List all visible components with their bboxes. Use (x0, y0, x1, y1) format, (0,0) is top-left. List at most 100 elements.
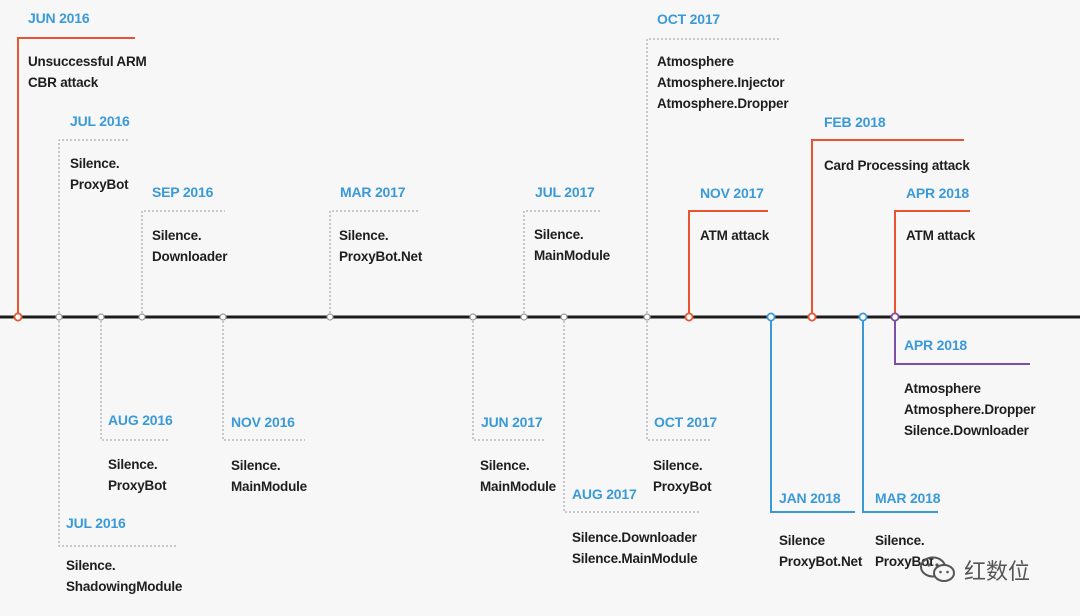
event-connector-nov2017 (688, 210, 768, 317)
event-date-jul2016-bot: JUL 2016 (66, 515, 126, 531)
event-marker-nov2017 (684, 312, 694, 322)
event-line: MainModule (534, 248, 610, 263)
event-marker-aug2016 (97, 313, 105, 321)
event-connector-sep2016 (141, 210, 225, 317)
event-line: Silence.Downloader (572, 530, 697, 545)
event-marker-jun2016 (13, 312, 23, 322)
event-line: Silence. (339, 228, 389, 243)
event-text-jan2018: Silence ProxyBot.Net (779, 530, 862, 572)
event-line: MainModule (480, 479, 556, 494)
event-line: Silence. (108, 457, 158, 472)
event-text-jul2017: Silence. MainModule (534, 224, 610, 266)
event-line: ATM attack (906, 228, 976, 243)
event-line: Silence. (152, 228, 202, 243)
event-date-mar2018: MAR 2018 (875, 490, 941, 506)
event-marker-oct2017-top (643, 313, 651, 321)
event-connector-nov2016 (222, 317, 305, 441)
event-text-mar2018: Silence. ProxyBot (875, 530, 934, 572)
event-connector-apr2018-top (894, 210, 970, 317)
event-date-jan2018: JAN 2018 (779, 490, 841, 506)
event-date-aug2017: AUG 2017 (572, 486, 637, 502)
event-line: ShadowingModule (66, 579, 183, 594)
event-date-jun2016: JUN 2016 (28, 10, 90, 26)
event-line: Unsuccessful ARM (28, 54, 147, 69)
event-connector-oct2017-bot (646, 317, 712, 441)
event-text-sep2016: Silence. Downloader (152, 225, 227, 267)
event-text-apr2018-bot: Atmosphere Atmosphere.Dropper Silence.Down… (904, 378, 1036, 441)
event-connector-mar2017 (329, 210, 418, 317)
event-date-oct2017-top: OCT 2017 (657, 11, 720, 27)
event-text-jun2016: Unsuccessful ARM CBR attack (28, 51, 147, 93)
event-line: Silence. (653, 458, 703, 473)
event-connector-apr2018-bot (894, 317, 1030, 365)
event-marker-jul2017 (520, 313, 528, 321)
event-line: Card Processing attack (824, 158, 970, 173)
event-connector-feb2018 (811, 139, 964, 317)
event-line: Silence. (231, 458, 281, 473)
event-line: CBR attack (28, 75, 99, 90)
event-line: Silence.Downloader (904, 423, 1029, 438)
event-text-apr2018-top: ATM attack (906, 225, 975, 246)
event-line: Silence. (875, 533, 925, 548)
event-connector-jul2017 (523, 210, 600, 317)
event-date-nov2016: NOV 2016 (231, 414, 295, 430)
event-line: ATM attack (700, 228, 770, 243)
event-marker-mar2017 (326, 313, 334, 321)
event-date-feb2018: FEB 2018 (824, 114, 886, 130)
event-marker-aug2017 (560, 313, 568, 321)
event-marker-nov2016 (219, 313, 227, 321)
event-date-jul2016-top: JUL 2016 (70, 113, 130, 129)
event-connector-jan2018 (770, 317, 855, 513)
event-line: Silence. (480, 458, 530, 473)
event-line: ProxyBot (70, 177, 129, 192)
event-text-jul2016-bot: Silence. ShadowingModule (66, 555, 182, 597)
event-line: Atmosphere (904, 381, 981, 396)
event-line: Silence.MainModule (572, 551, 698, 566)
event-line: Atmosphere.Dropper (657, 96, 789, 111)
event-line: ProxyBot.Net (339, 249, 423, 264)
event-connector-aug2016 (100, 317, 168, 441)
watermark: 红数位 (918, 550, 1068, 590)
event-date-oct2017-bot: OCT 2017 (654, 414, 717, 430)
event-date-nov2017: NOV 2017 (700, 185, 764, 201)
event-line: ProxyBot (875, 554, 934, 569)
event-line: ProxyBot (108, 478, 167, 493)
event-text-nov2017: ATM attack (700, 225, 769, 246)
event-marker-jul2016-top (55, 313, 63, 321)
event-connector-jul2016-bot (58, 317, 178, 547)
event-marker-jun2017 (469, 313, 477, 321)
event-line: ProxyBot (653, 479, 712, 494)
event-line: Silence. (70, 156, 120, 171)
event-line: Downloader (152, 249, 228, 264)
event-date-apr2018-bot: APR 2018 (904, 337, 967, 353)
event-line: Silence. (534, 227, 584, 242)
event-text-jun2017: Silence. MainModule (480, 455, 556, 497)
wechat-icon (920, 556, 955, 582)
event-text-aug2016: Silence. ProxyBot (108, 454, 167, 496)
event-date-apr2018-top: APR 2018 (906, 185, 969, 201)
event-marker-sep2016 (138, 313, 146, 321)
event-connector-aug2017 (563, 317, 700, 513)
event-marker-mar2018 (858, 312, 868, 322)
event-text-jul2016-top: Silence. ProxyBot (70, 153, 129, 195)
event-date-aug2016: AUG 2016 (108, 412, 173, 428)
event-marker-feb2018 (807, 312, 817, 322)
event-text-aug2017: Silence.Downloader Silence.MainModule (572, 527, 698, 569)
event-line: Silence (779, 533, 825, 548)
event-text-oct2017-top: Atmosphere Atmosphere.Injector Atmosphere.… (657, 51, 789, 114)
event-date-jun2017: JUN 2017 (481, 414, 543, 430)
event-line: Atmosphere (657, 54, 734, 69)
event-connector-jun2017 (472, 317, 545, 441)
event-text-nov2016: Silence. MainModule (231, 455, 307, 497)
event-connector-jul2016-top (58, 139, 130, 317)
event-text-feb2018: Card Processing attack (824, 155, 970, 176)
event-markers (13, 312, 900, 322)
event-date-mar2017: MAR 2017 (340, 184, 406, 200)
event-marker-jan2018 (766, 312, 776, 322)
event-marker-apr2018-bot (890, 312, 900, 322)
event-connector-mar2018 (862, 317, 938, 513)
event-line: Silence. (66, 558, 116, 573)
watermark-text: 红数位 (964, 560, 1031, 585)
event-connector-oct2017-top (646, 38, 780, 317)
